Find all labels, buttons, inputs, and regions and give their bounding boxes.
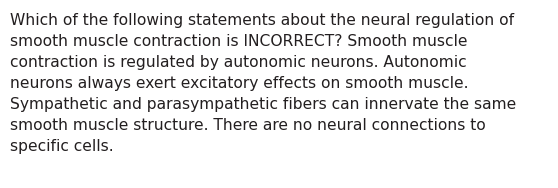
Text: Which of the following statements about the neural regulation of
smooth muscle c: Which of the following statements about … (10, 13, 516, 154)
